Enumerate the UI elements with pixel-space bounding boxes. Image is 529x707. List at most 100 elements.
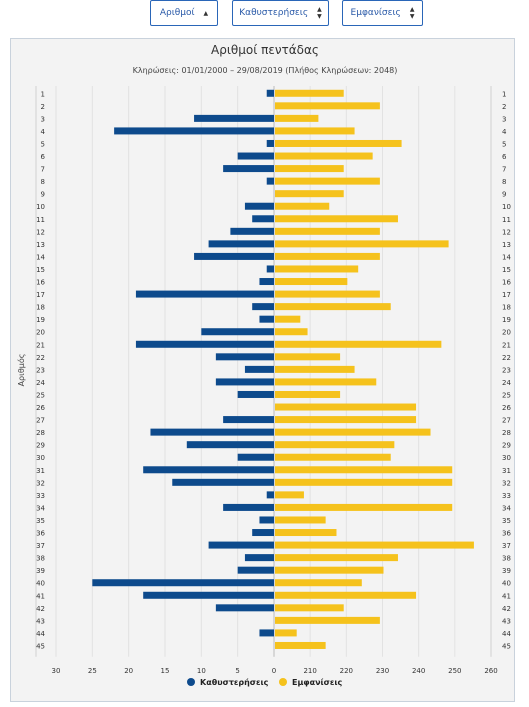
appearance-bar[interactable] bbox=[275, 453, 391, 461]
appearance-bar[interactable] bbox=[275, 265, 359, 273]
delay-bar[interactable] bbox=[237, 152, 274, 160]
appearance-bar[interactable] bbox=[275, 616, 380, 624]
appearance-bar[interactable] bbox=[275, 478, 453, 486]
appearance-bar[interactable] bbox=[275, 152, 373, 160]
legend-delays-label[interactable]: Καθυστερήσεις bbox=[200, 678, 269, 687]
delay-bar[interactable] bbox=[223, 416, 274, 424]
delay-bar[interactable] bbox=[143, 591, 274, 599]
category-label-left: 27 bbox=[36, 417, 45, 425]
delay-bar[interactable] bbox=[215, 604, 274, 612]
delay-bar[interactable] bbox=[208, 240, 274, 248]
appearance-bar[interactable] bbox=[275, 579, 362, 587]
appearance-bar[interactable] bbox=[275, 278, 348, 286]
appearance-bar[interactable] bbox=[275, 340, 442, 348]
appearance-bar[interactable] bbox=[275, 403, 417, 411]
delay-bar[interactable] bbox=[201, 328, 274, 336]
delay-bar[interactable] bbox=[259, 629, 274, 637]
legend-appearances-label[interactable]: Εμφανίσεις bbox=[292, 677, 342, 687]
appearance-bar[interactable] bbox=[275, 165, 344, 173]
appearance-bar[interactable] bbox=[275, 641, 326, 649]
category-label-right: 32 bbox=[502, 479, 511, 487]
appearance-bar[interactable] bbox=[275, 378, 377, 386]
delay-bar[interactable] bbox=[172, 478, 274, 486]
category-label-left: 38 bbox=[36, 555, 45, 563]
appearance-bar[interactable] bbox=[275, 529, 337, 537]
delay-bar[interactable] bbox=[143, 466, 274, 474]
delay-bar[interactable] bbox=[244, 202, 274, 210]
appearance-bar[interactable] bbox=[275, 190, 344, 198]
appearance-bar[interactable] bbox=[275, 591, 417, 599]
chart-title: Αριθμοί πεντάδας bbox=[211, 43, 319, 57]
appearance-bar[interactable] bbox=[275, 503, 453, 511]
delay-bar[interactable] bbox=[266, 139, 274, 147]
appearance-bar[interactable] bbox=[275, 353, 341, 361]
delay-bar[interactable] bbox=[266, 177, 274, 185]
appearance-bar[interactable] bbox=[275, 202, 330, 210]
numbers-sort-button[interactable]: Αριθμοί ▲ bbox=[150, 0, 218, 26]
delay-bar[interactable] bbox=[223, 165, 274, 173]
delay-bar[interactable] bbox=[208, 541, 274, 549]
category-label-left: 16 bbox=[36, 279, 45, 287]
appearance-bar[interactable] bbox=[275, 177, 380, 185]
appearance-bar[interactable] bbox=[275, 554, 398, 562]
delay-bar[interactable] bbox=[215, 353, 274, 361]
delay-bar[interactable] bbox=[259, 278, 274, 286]
delay-bar[interactable] bbox=[237, 453, 274, 461]
delay-bar[interactable] bbox=[223, 503, 274, 511]
appearances-sort-button[interactable]: Εμφανίσεις ▲ ▼ bbox=[342, 0, 423, 26]
appearance-bar[interactable] bbox=[275, 516, 326, 524]
category-label-left: 12 bbox=[36, 228, 45, 236]
delay-bar[interactable] bbox=[194, 114, 274, 122]
category-label-right: 8 bbox=[502, 178, 506, 186]
delay-bar[interactable] bbox=[237, 566, 274, 574]
delay-bar[interactable] bbox=[194, 252, 274, 260]
delay-bar[interactable] bbox=[186, 441, 274, 449]
delay-bar[interactable] bbox=[244, 554, 274, 562]
delay-bar[interactable] bbox=[259, 315, 274, 323]
appearance-bar[interactable] bbox=[275, 315, 301, 323]
appearance-bar[interactable] bbox=[275, 252, 380, 260]
appearance-bar[interactable] bbox=[275, 328, 308, 336]
appearance-bar[interactable] bbox=[275, 227, 380, 235]
category-label-left: 45 bbox=[36, 642, 45, 650]
appearance-bar[interactable] bbox=[275, 566, 384, 574]
appearance-bar[interactable] bbox=[275, 541, 474, 549]
category-label-left: 43 bbox=[36, 617, 45, 625]
delay-bar[interactable] bbox=[266, 89, 274, 97]
appearance-bar[interactable] bbox=[275, 290, 380, 298]
appearance-bar[interactable] bbox=[275, 629, 297, 637]
delay-bar[interactable] bbox=[252, 529, 274, 537]
appearance-bar[interactable] bbox=[275, 89, 344, 97]
appearance-bar[interactable] bbox=[275, 127, 355, 135]
appearance-bar[interactable] bbox=[275, 416, 417, 424]
appearance-bar[interactable] bbox=[275, 441, 395, 449]
appearance-bar[interactable] bbox=[275, 240, 449, 248]
delay-bar[interactable] bbox=[150, 428, 274, 436]
delay-bar[interactable] bbox=[252, 215, 274, 223]
delay-bar[interactable] bbox=[135, 290, 274, 298]
appearance-bar[interactable] bbox=[275, 303, 391, 311]
delay-bar[interactable] bbox=[215, 378, 274, 386]
appearance-bar[interactable] bbox=[275, 365, 355, 373]
delays-sort-button[interactable]: Καθυστερήσεις ▲ ▼ bbox=[232, 0, 329, 26]
appearance-bar[interactable] bbox=[275, 102, 380, 110]
delay-bar[interactable] bbox=[237, 390, 274, 398]
appearance-bar[interactable] bbox=[275, 215, 398, 223]
delay-bar[interactable] bbox=[266, 491, 274, 499]
delay-bar[interactable] bbox=[266, 265, 274, 273]
appearance-bar[interactable] bbox=[275, 491, 304, 499]
appearance-bar[interactable] bbox=[275, 139, 402, 147]
delay-bar[interactable] bbox=[135, 340, 274, 348]
delay-bar[interactable] bbox=[252, 303, 274, 311]
appearance-bar[interactable] bbox=[275, 114, 319, 122]
delay-bar[interactable] bbox=[92, 579, 274, 587]
delay-bar[interactable] bbox=[259, 516, 274, 524]
appearance-bar[interactable] bbox=[275, 604, 344, 612]
category-label-right: 20 bbox=[502, 329, 511, 337]
appearance-bar[interactable] bbox=[275, 466, 453, 474]
delay-bar[interactable] bbox=[230, 227, 274, 235]
appearance-bar[interactable] bbox=[275, 390, 341, 398]
appearance-bar[interactable] bbox=[275, 428, 431, 436]
delay-bar[interactable] bbox=[114, 127, 274, 135]
delay-bar[interactable] bbox=[244, 365, 274, 373]
